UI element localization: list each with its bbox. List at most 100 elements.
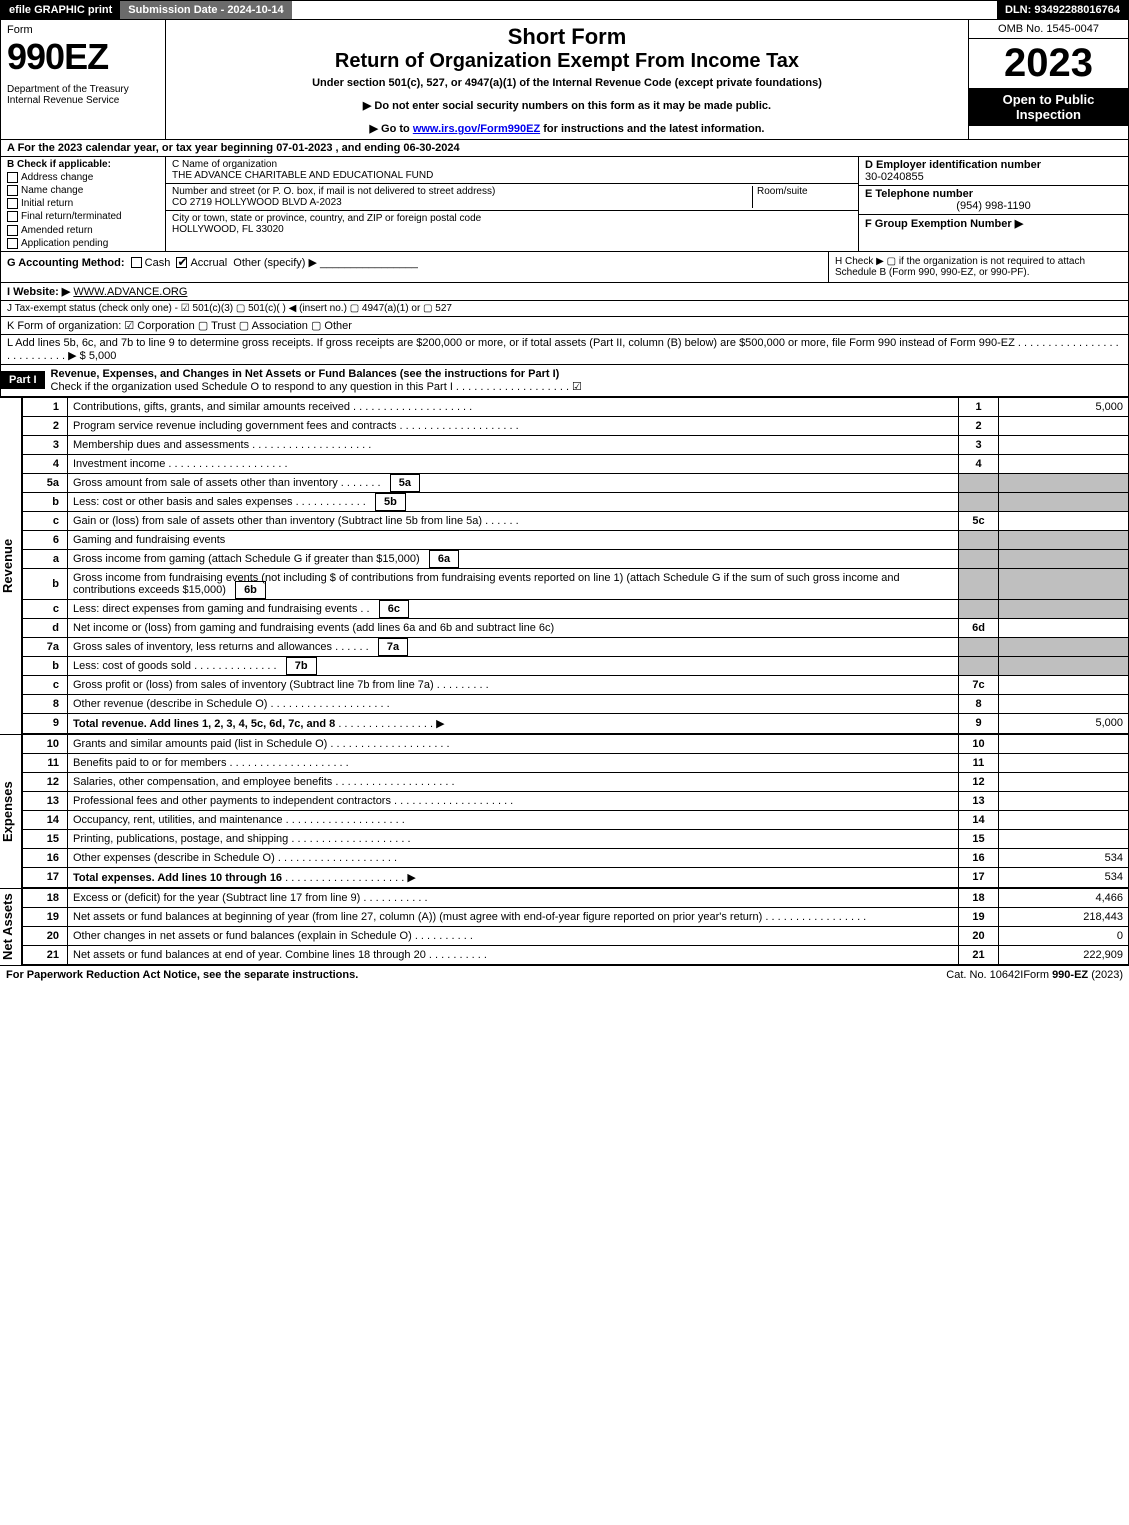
header-right: OMB No. 1545-0047 2023 Open to Public In…	[968, 20, 1128, 139]
line-5a: 5aGross amount from sale of assets other…	[23, 473, 1129, 492]
g-label: G Accounting Method:	[7, 257, 125, 269]
b-opt-final[interactable]: Final return/terminated	[7, 211, 159, 222]
tax-year: 2023	[969, 39, 1128, 88]
line-1: 1Contributions, gifts, grants, and simil…	[23, 397, 1129, 416]
dln-label: DLN: 93492288016764	[997, 1, 1128, 19]
h-schedule-b: H Check ▶ ▢ if the organization is not r…	[828, 252, 1128, 282]
line-7a: 7aGross sales of inventory, less returns…	[23, 637, 1129, 656]
line-21: 21Net assets or fund balances at end of …	[23, 945, 1129, 964]
dept-label: Department of the Treasury Internal Reve…	[7, 84, 159, 106]
line-6c: cLess: direct expenses from gaming and f…	[23, 599, 1129, 618]
b-label: B Check if applicable:	[7, 159, 111, 170]
e-label: E Telephone number	[865, 188, 973, 200]
line-19: 19Net assets or fund balances at beginni…	[23, 907, 1129, 926]
netassets-table: 18Excess or (deficit) for the year (Subt…	[22, 888, 1129, 965]
line-18: 18Excess or (deficit) for the year (Subt…	[23, 888, 1129, 907]
line-9: 9Total revenue. Add lines 1, 2, 3, 4, 5c…	[23, 713, 1129, 733]
c-city: City or town, state or province, country…	[166, 211, 858, 237]
line-8: 8Other revenue (describe in Schedule O) …	[23, 694, 1129, 713]
line-j: J Tax-exempt status (check only one) - ☑…	[0, 301, 1129, 317]
line-17: 17Total expenses. Add lines 10 through 1…	[23, 867, 1129, 887]
line-5c: cGain or (loss) from sale of assets othe…	[23, 511, 1129, 530]
form-header: Form 990EZ Department of the Treasury In…	[0, 20, 1129, 140]
section-gh: G Accounting Method: Cash Accrual Other …	[0, 252, 1129, 283]
revenue-section: Revenue 1Contributions, gifts, grants, a…	[0, 397, 1129, 734]
c-street-value: CO 2719 HOLLYWOOD BLVD A-2023	[172, 197, 342, 208]
expenses-table: 10Grants and similar amounts paid (list …	[22, 734, 1129, 888]
line-20: 20Other changes in net assets or fund ba…	[23, 926, 1129, 945]
d-ein: D Employer identification number 30-0240…	[859, 157, 1128, 186]
footer-right: Form 990-EZ (2023)	[1023, 969, 1123, 981]
form-word: Form	[7, 24, 159, 36]
header-left: Form 990EZ Department of the Treasury In…	[1, 20, 166, 139]
c-street: Number and street (or P. O. box, if mail…	[166, 184, 858, 211]
footer-left: For Paperwork Reduction Act Notice, see …	[6, 969, 946, 981]
title-return: Return of Organization Exempt From Incom…	[172, 50, 962, 73]
line-6: 6Gaming and fundraising events	[23, 530, 1129, 549]
c-name: C Name of organization THE ADVANCE CHARI…	[166, 157, 858, 184]
omb-number: OMB No. 1545-0047	[969, 20, 1128, 39]
line-13: 13Professional fees and other payments t…	[23, 791, 1129, 810]
line-i: I Website: ▶ WWW.ADVANCE.ORG	[0, 283, 1129, 301]
section-bcdef: B Check if applicable: Address change Na…	[0, 157, 1129, 252]
part-i-check: Check if the organization used Schedule …	[51, 381, 582, 393]
b-opt-initial[interactable]: Initial return	[7, 198, 159, 209]
line-10: 10Grants and similar amounts paid (list …	[23, 734, 1129, 753]
title-ssn-warning: ▶ Do not enter social security numbers o…	[172, 99, 962, 112]
line-11: 11Benefits paid to or for members 11	[23, 753, 1129, 772]
open-inspection: Open to Public Inspection	[969, 88, 1128, 126]
c-street-label: Number and street (or P. O. box, if mail…	[172, 186, 495, 197]
c-room-label: Room/suite	[752, 186, 852, 208]
g-cash[interactable]: Cash	[145, 257, 171, 269]
expenses-section: Expenses 10Grants and similar amounts pa…	[0, 734, 1129, 888]
line-2: 2Program service revenue including gover…	[23, 416, 1129, 435]
part-i-title: Revenue, Expenses, and Changes in Net As…	[45, 365, 1128, 396]
i-label: I Website: ▶	[7, 286, 70, 298]
header-mid: Short Form Return of Organization Exempt…	[166, 20, 968, 139]
part-i-label: Part I	[1, 371, 45, 389]
top-bar: efile GRAPHIC print Submission Date - 20…	[0, 0, 1129, 20]
line-6a: aGross income from gaming (attach Schedu…	[23, 549, 1129, 568]
goto-pre: ▶ Go to	[370, 123, 413, 135]
g-accounting: G Accounting Method: Cash Accrual Other …	[1, 252, 828, 282]
line-l: L Add lines 5b, 6c, and 7b to line 9 to …	[0, 335, 1129, 365]
b-opt-address[interactable]: Address change	[7, 172, 159, 183]
d-label: D Employer identification number	[865, 159, 1041, 171]
line-a: A For the 2023 calendar year, or tax yea…	[0, 140, 1129, 157]
irs-link[interactable]: www.irs.gov/Form990EZ	[413, 123, 540, 135]
line-3: 3Membership dues and assessments 3	[23, 435, 1129, 454]
g-other[interactable]: Other (specify) ▶	[233, 257, 317, 269]
f-label: F Group Exemption Number ▶	[865, 218, 1023, 230]
b-opt-name[interactable]: Name change	[7, 185, 159, 196]
line-12: 12Salaries, other compensation, and empl…	[23, 772, 1129, 791]
efile-label[interactable]: efile GRAPHIC print	[1, 1, 120, 19]
c-name-label: C Name of organization	[172, 159, 277, 170]
e-phone: E Telephone number (954) 998-1190	[859, 186, 1128, 215]
b-opt-amended[interactable]: Amended return	[7, 225, 159, 236]
line-7c: cGross profit or (loss) from sales of in…	[23, 675, 1129, 694]
section-def: D Employer identification number 30-0240…	[858, 157, 1128, 251]
expenses-sidelabel: Expenses	[0, 734, 22, 888]
d-value: 30-0240855	[865, 171, 924, 183]
title-goto: ▶ Go to www.irs.gov/Form990EZ for instru…	[172, 122, 962, 135]
c-city-value: HOLLYWOOD, FL 33020	[172, 224, 284, 235]
line-k: K Form of organization: ☑ Corporation ▢ …	[0, 317, 1129, 335]
line-4: 4Investment income 4	[23, 454, 1129, 473]
f-group: F Group Exemption Number ▶	[859, 215, 1128, 232]
line-14: 14Occupancy, rent, utilities, and mainte…	[23, 810, 1129, 829]
netassets-section: Net Assets 18Excess or (deficit) for the…	[0, 888, 1129, 965]
c-name-value: THE ADVANCE CHARITABLE AND EDUCATIONAL F…	[172, 170, 433, 181]
c-city-label: City or town, state or province, country…	[172, 213, 481, 224]
line-15: 15Printing, publications, postage, and s…	[23, 829, 1129, 848]
line-5b: bLess: cost or other basis and sales exp…	[23, 492, 1129, 511]
netassets-sidelabel: Net Assets	[0, 888, 22, 965]
b-opt-pending[interactable]: Application pending	[7, 238, 159, 249]
i-website[interactable]: WWW.ADVANCE.ORG	[73, 286, 187, 298]
e-value: (954) 998-1190	[865, 200, 1122, 212]
g-accrual[interactable]: Accrual	[190, 257, 227, 269]
revenue-table: 1Contributions, gifts, grants, and simil…	[22, 397, 1129, 734]
page-footer: For Paperwork Reduction Act Notice, see …	[0, 965, 1129, 984]
section-c: C Name of organization THE ADVANCE CHARI…	[166, 157, 858, 251]
line-6b: bGross income from fundraising events (n…	[23, 568, 1129, 599]
line-7b: bLess: cost of goods sold . . . . . . . …	[23, 656, 1129, 675]
